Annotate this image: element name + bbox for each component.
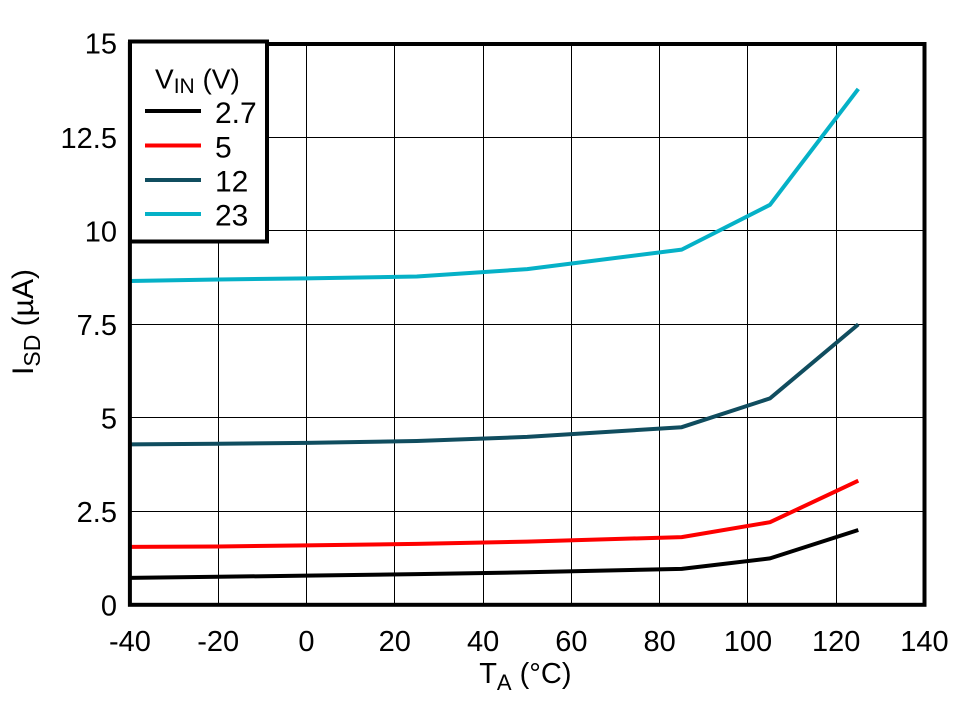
svg-text:23: 23 <box>215 200 248 233</box>
svg-text:-20: -20 <box>197 626 239 658</box>
svg-text:2.7: 2.7 <box>215 97 257 130</box>
svg-text:0: 0 <box>101 590 117 622</box>
svg-text:140: 140 <box>900 626 948 658</box>
svg-text:60: 60 <box>555 626 587 658</box>
svg-text:20: 20 <box>379 626 411 658</box>
svg-text:-40: -40 <box>109 626 151 658</box>
svg-text:12.5: 12.5 <box>61 123 117 155</box>
svg-text:10: 10 <box>85 217 117 249</box>
svg-text:0: 0 <box>298 626 314 658</box>
svg-text:12: 12 <box>215 165 248 198</box>
svg-text:5: 5 <box>101 404 117 436</box>
svg-text:15: 15 <box>85 29 117 61</box>
svg-text:120: 120 <box>812 626 860 658</box>
svg-text:80: 80 <box>643 626 675 658</box>
svg-text:2.5: 2.5 <box>77 497 117 529</box>
svg-text:5: 5 <box>215 132 232 165</box>
svg-text:7.5: 7.5 <box>77 310 117 342</box>
svg-text:100: 100 <box>724 626 772 658</box>
svg-text:40: 40 <box>467 626 499 658</box>
svg-text:VIN (V): VIN (V) <box>155 63 240 98</box>
svg-text:TA (°C): TA (°C) <box>479 658 571 695</box>
